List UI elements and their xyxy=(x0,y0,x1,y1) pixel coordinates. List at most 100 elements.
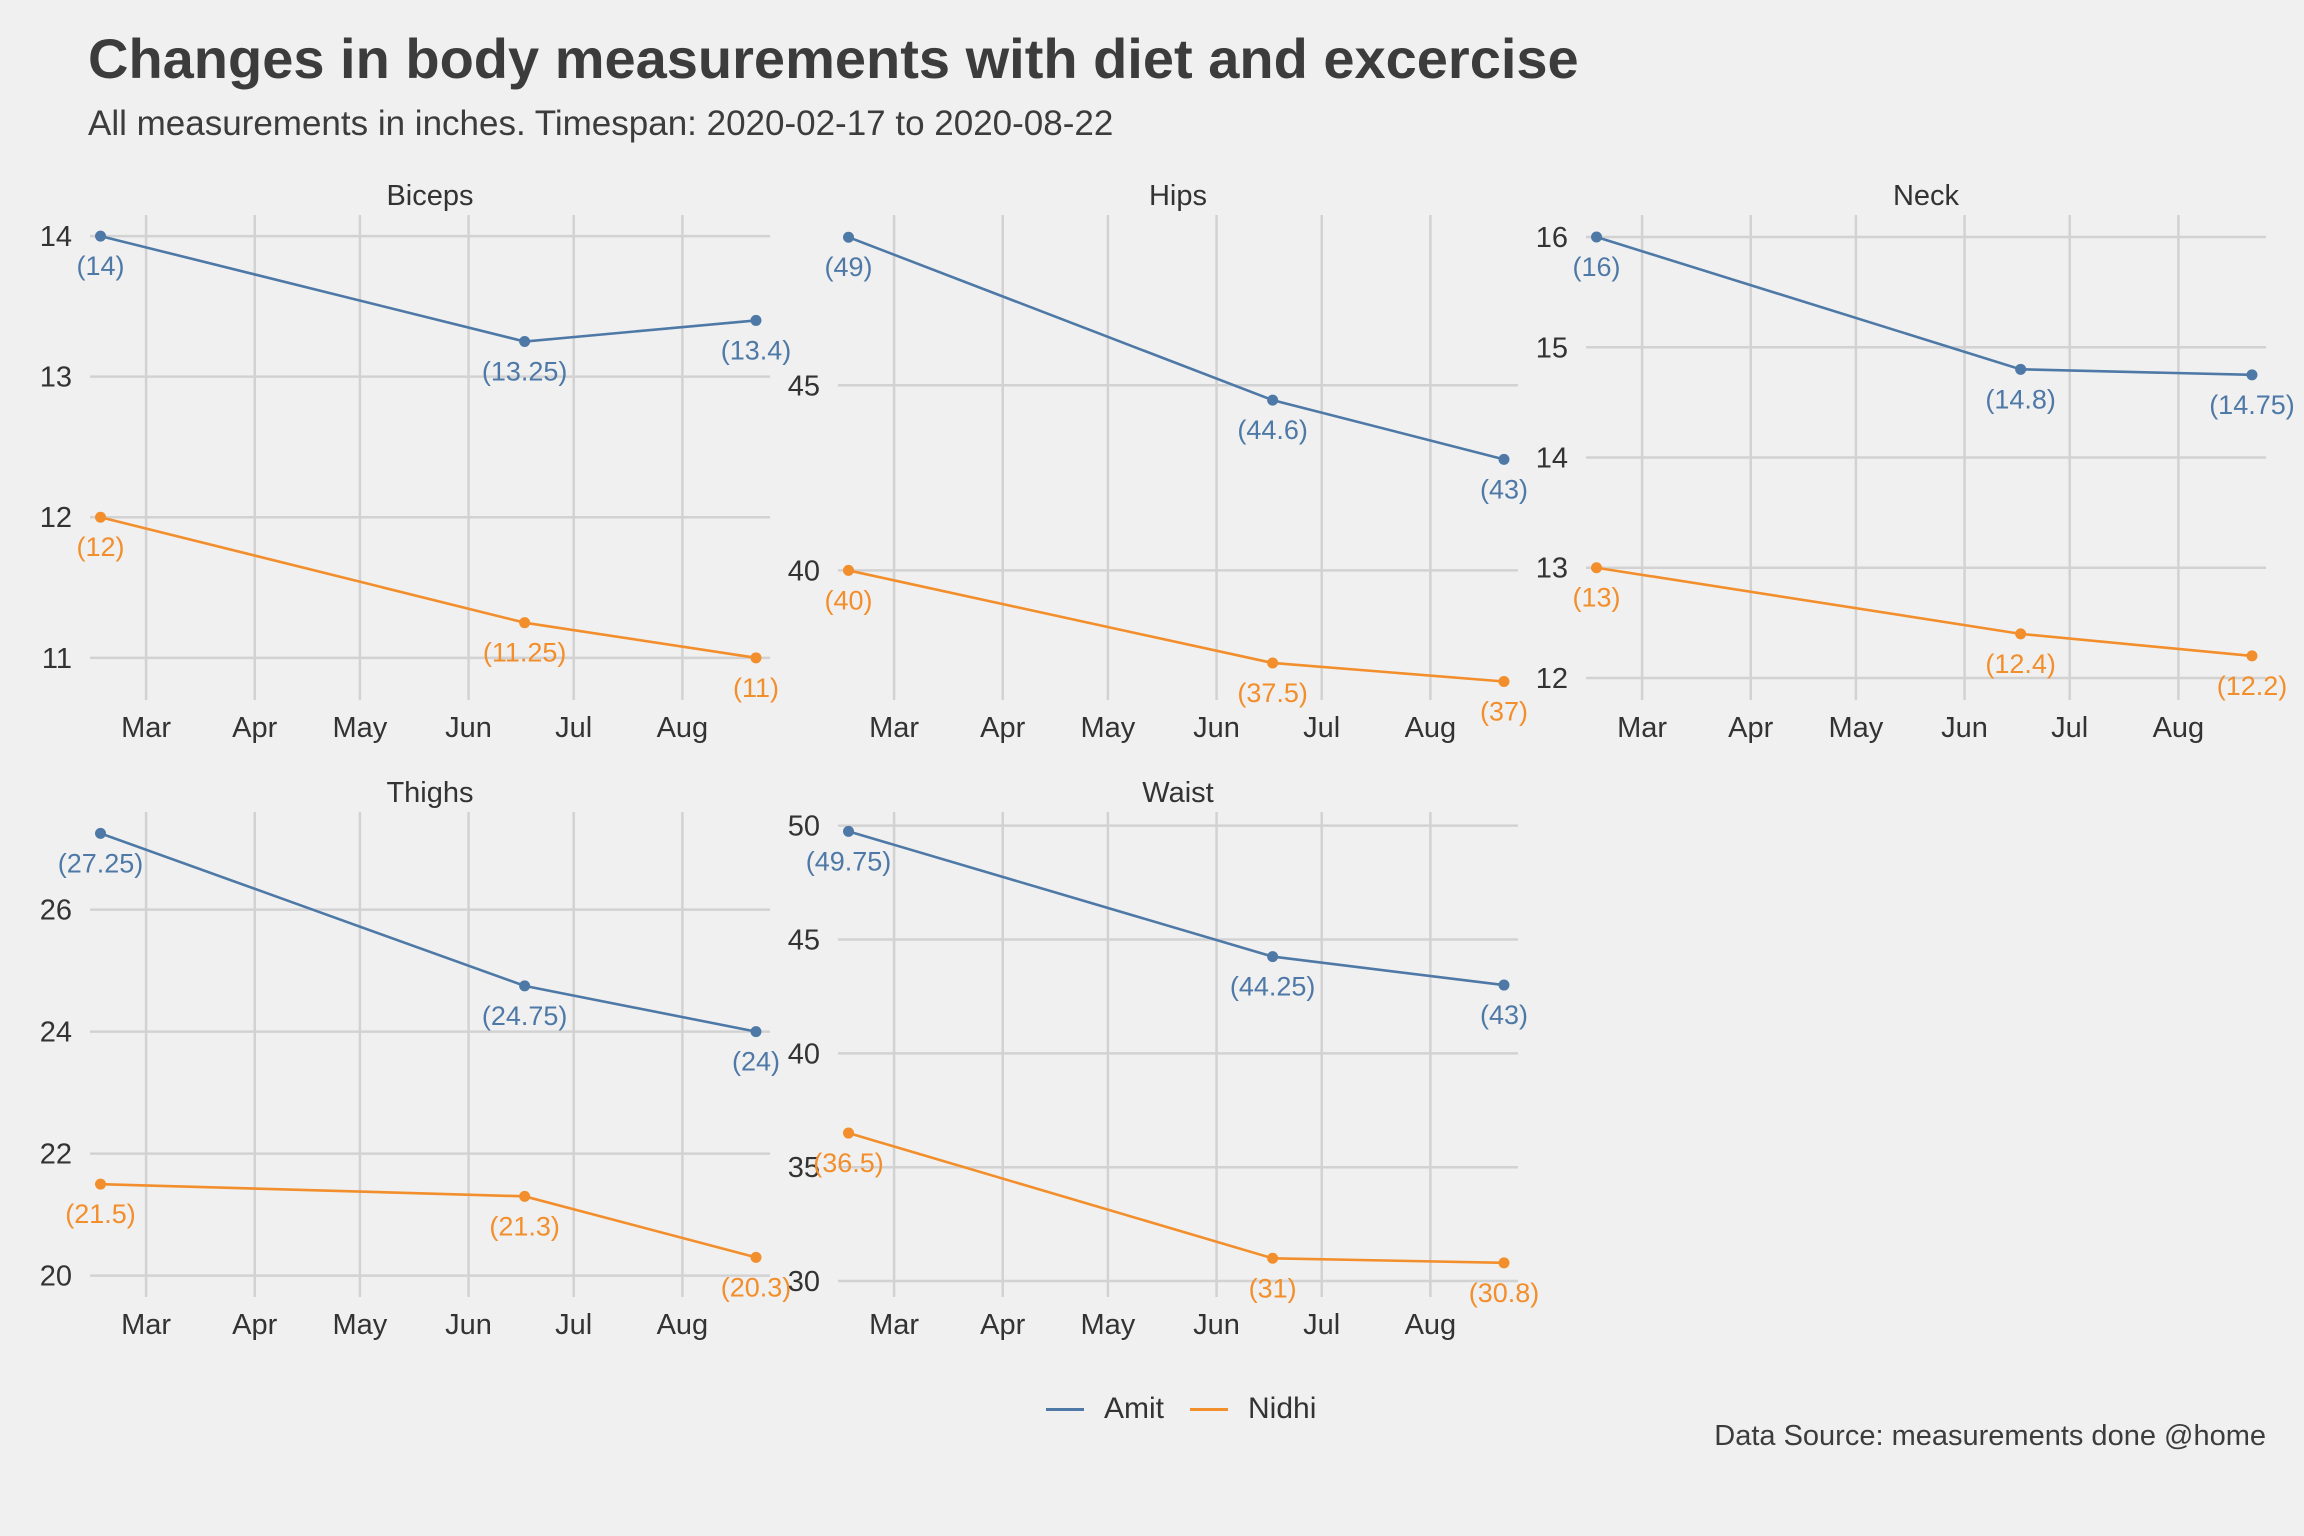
y-tick-label: 20 xyxy=(40,1261,72,1293)
data-label-nidhi: (11.25) xyxy=(483,638,567,668)
panel-title: Thighs xyxy=(386,777,473,809)
x-tick-label: Jun xyxy=(1193,1309,1240,1341)
x-tick-label: Apr xyxy=(232,712,277,744)
data-label-nidhi: (12.4) xyxy=(1985,649,2056,679)
y-tick-label: 24 xyxy=(40,1017,72,1049)
legend-swatch-nidhi xyxy=(1190,1407,1228,1411)
x-tick-label: May xyxy=(332,1309,387,1341)
panel-neck: Neck Mar Apr May Jun Jul Aug 12 13 14 15 16(16) (14.… xyxy=(1536,180,2295,744)
series-line-amit xyxy=(1596,235,2253,377)
data-label-amit: (24) xyxy=(732,1047,780,1077)
legend-item-nidhi: Nidhi xyxy=(1190,1392,1316,1426)
y-tick-label: 22 xyxy=(40,1139,72,1171)
data-label-nidhi: (12) xyxy=(77,532,125,562)
panel-hips: Hips Mar Apr May Jun Jul Aug 40 45 (49) (44.6) (43)… xyxy=(788,180,1528,744)
panel-title: Neck xyxy=(1893,180,1960,212)
x-tick-label: Aug xyxy=(2153,712,2205,744)
data-point-amit xyxy=(750,314,762,326)
x-tick-label: Mar xyxy=(121,712,171,744)
series-line-nidhi xyxy=(100,515,757,660)
data-label-amit: (14) xyxy=(77,251,125,281)
data-label-nidhi: (21.3) xyxy=(489,1211,560,1241)
data-label-amit: (43) xyxy=(1480,1000,1528,1030)
series-line-amit xyxy=(848,830,1505,987)
data-label-nidhi: (12.2) xyxy=(2217,671,2288,701)
legend-swatch-amit xyxy=(1046,1407,1084,1411)
x-tick-label: Jul xyxy=(555,1309,592,1341)
legend-label-amit: Amit xyxy=(1104,1392,1164,1425)
data-label-nidhi: (31) xyxy=(1249,1273,1297,1303)
data-point-amit xyxy=(843,231,855,243)
data-point-nidhi xyxy=(750,1251,762,1263)
x-tick-label: May xyxy=(1828,712,1883,744)
panel-thighs: Thighs Mar Apr May Jun Jul Aug 20 22 24 26 (27.25) (… xyxy=(40,777,792,1341)
y-tick-label: 13 xyxy=(40,362,72,394)
data-point-nidhi xyxy=(519,1190,531,1202)
x-tick-label: May xyxy=(1080,1309,1135,1341)
y-tick-label: 50 xyxy=(788,811,820,843)
legend-item-amit: Amit xyxy=(1046,1392,1164,1426)
data-point-amit xyxy=(750,1026,762,1038)
x-tick-label: Jul xyxy=(1303,1309,1340,1341)
data-label-amit: (24.75) xyxy=(482,1001,568,1031)
panel-title: Biceps xyxy=(386,180,473,212)
data-label-nidhi: (21.5) xyxy=(65,1199,136,1229)
data-label-nidhi: (13) xyxy=(1573,583,1621,613)
x-tick-label: Apr xyxy=(980,1309,1025,1341)
data-point-amit xyxy=(1267,951,1279,963)
y-tick-label: 12 xyxy=(1536,663,1568,695)
data-label-amit: (44.6) xyxy=(1237,415,1308,445)
data-label-amit: (43) xyxy=(1480,474,1528,504)
y-tick-label: 40 xyxy=(788,1038,820,1070)
data-label-nidhi: (30.8) xyxy=(1469,1278,1540,1308)
legend-label-nidhi: Nidhi xyxy=(1248,1392,1317,1425)
data-label-amit: (13.4) xyxy=(721,335,792,365)
y-tick-label: 35 xyxy=(788,1152,820,1184)
data-label-nidhi: (37) xyxy=(1480,696,1528,726)
y-tick-label: 40 xyxy=(788,555,820,587)
x-tick-label: May xyxy=(332,712,387,744)
data-point-amit xyxy=(1498,979,1510,991)
x-tick-label: Apr xyxy=(1728,712,1773,744)
data-label-nidhi: (11) xyxy=(733,673,779,703)
data-label-amit: (27.25) xyxy=(58,848,144,878)
data-point-nidhi xyxy=(1498,675,1510,687)
data-label-amit: (49) xyxy=(825,252,873,282)
x-tick-label: Jun xyxy=(445,1309,492,1341)
data-point-amit xyxy=(519,980,531,992)
x-tick-label: Aug xyxy=(1405,1309,1457,1341)
data-point-amit xyxy=(1591,231,1603,243)
x-tick-label: Jun xyxy=(445,712,492,744)
x-tick-label: Aug xyxy=(657,1309,709,1341)
chart-subtitle: All measurements in inches. Timespan: 20… xyxy=(88,104,1114,143)
data-point-nidhi xyxy=(843,1127,855,1139)
y-tick-label: 14 xyxy=(1536,443,1568,475)
data-label-amit: (16) xyxy=(1573,252,1621,282)
data-point-amit xyxy=(1498,453,1510,465)
x-tick-label: Mar xyxy=(869,712,919,744)
data-point-nidhi xyxy=(519,617,531,629)
data-point-nidhi xyxy=(1267,657,1279,669)
x-tick-label: Mar xyxy=(1617,712,1667,744)
x-tick-label: Aug xyxy=(1405,712,1457,744)
x-tick-label: Apr xyxy=(980,712,1025,744)
data-label-nidhi: (37.5) xyxy=(1237,678,1308,708)
data-point-nidhi xyxy=(843,564,855,576)
chart-title: Changes in body measurements with diet a… xyxy=(88,27,1579,90)
series-line-nidhi xyxy=(848,1131,1505,1265)
y-tick-label: 15 xyxy=(1536,332,1568,364)
data-label-amit: (44.25) xyxy=(1230,972,1316,1002)
data-label-nidhi: (36.5) xyxy=(813,1148,884,1178)
data-point-amit xyxy=(1267,394,1279,406)
series-line-amit xyxy=(100,234,757,343)
data-label-amit: (49.75) xyxy=(806,846,892,876)
data-point-nidhi xyxy=(1267,1252,1279,1264)
y-tick-label: 13 xyxy=(1536,553,1568,585)
panel-title: Hips xyxy=(1149,180,1207,212)
series-line-amit xyxy=(848,236,1505,461)
panel-title: Waist xyxy=(1142,777,1213,809)
y-tick-label: 11 xyxy=(42,643,72,675)
data-label-amit: (13.25) xyxy=(482,357,568,387)
x-tick-label: Mar xyxy=(121,1309,171,1341)
